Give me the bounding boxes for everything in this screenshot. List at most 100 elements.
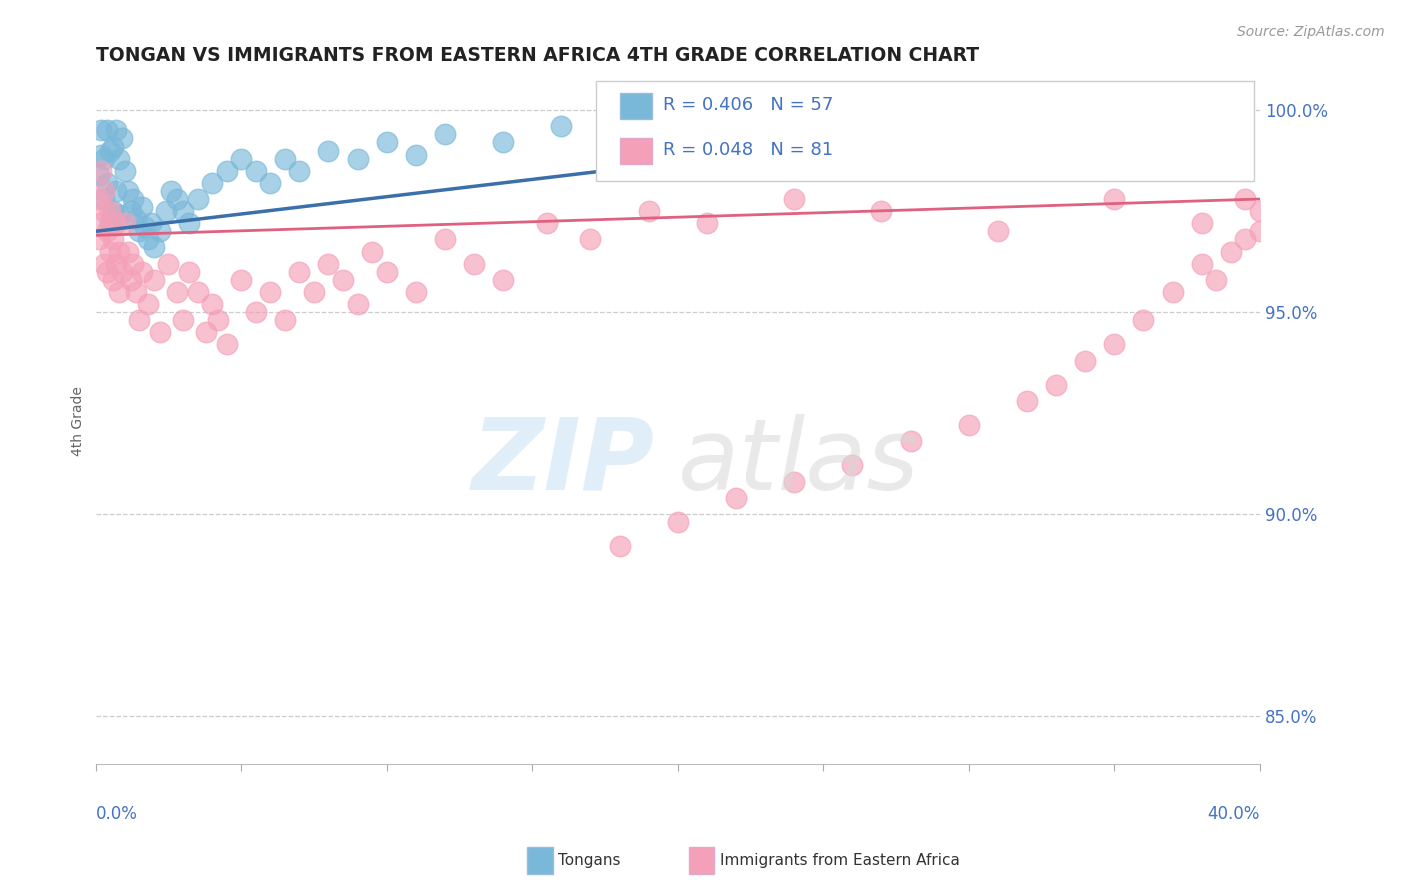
Point	[90, 216, 112, 230]
Point	[375, 265, 398, 279]
Point	[101, 232, 124, 246]
Point	[87, 232, 110, 246]
Point	[259, 176, 281, 190]
Point	[1161, 285, 1184, 299]
Point	[609, 539, 631, 553]
Point	[1015, 393, 1038, 408]
Point	[375, 136, 398, 150]
Point	[108, 285, 131, 299]
Point	[332, 273, 354, 287]
Text: Tongans: Tongans	[558, 854, 620, 868]
Text: 40.0%: 40.0%	[1208, 805, 1260, 823]
Point	[128, 313, 150, 327]
Point	[93, 192, 115, 206]
Point	[98, 144, 121, 158]
Point	[93, 184, 115, 198]
Point	[96, 176, 118, 190]
Point	[231, 152, 253, 166]
Point	[122, 257, 145, 271]
Point	[149, 224, 172, 238]
Point	[405, 147, 427, 161]
Point	[96, 123, 118, 137]
Point	[302, 285, 325, 299]
Point	[120, 273, 142, 287]
Point	[231, 273, 253, 287]
Point	[131, 265, 153, 279]
Point	[105, 184, 128, 198]
FancyBboxPatch shape	[620, 137, 652, 164]
Point	[166, 285, 188, 299]
Point	[149, 325, 172, 339]
Point	[637, 204, 659, 219]
Point	[172, 204, 194, 219]
Point	[841, 458, 863, 473]
Point	[1118, 103, 1140, 118]
FancyBboxPatch shape	[620, 93, 652, 119]
Point	[125, 285, 148, 299]
Point	[579, 232, 602, 246]
Point	[274, 152, 297, 166]
Point	[1249, 224, 1271, 238]
Point	[900, 434, 922, 449]
Point	[108, 244, 131, 259]
Point	[928, 103, 950, 118]
Point	[90, 147, 112, 161]
Point	[117, 184, 139, 198]
Point	[101, 139, 124, 153]
Point	[98, 216, 121, 230]
Point	[288, 265, 311, 279]
Point	[1219, 244, 1241, 259]
Point	[155, 204, 177, 219]
Point	[108, 208, 131, 222]
Point	[346, 297, 368, 311]
Point	[346, 152, 368, 166]
Point	[361, 244, 384, 259]
Text: Source: ZipAtlas.com: Source: ZipAtlas.com	[1237, 25, 1385, 39]
Point	[666, 515, 689, 529]
Point	[1045, 377, 1067, 392]
Point	[207, 313, 229, 327]
Point	[318, 144, 340, 158]
Point	[139, 216, 162, 230]
Point	[105, 123, 128, 137]
Point	[125, 212, 148, 227]
Point	[987, 103, 1010, 118]
Point	[1234, 192, 1257, 206]
Point	[841, 103, 863, 118]
Point	[101, 273, 124, 287]
Point	[105, 257, 128, 271]
Point	[201, 176, 224, 190]
Point	[122, 192, 145, 206]
Point	[288, 163, 311, 178]
Point	[1205, 273, 1227, 287]
Point	[177, 216, 200, 230]
Point	[492, 136, 515, 150]
Point	[318, 257, 340, 271]
Point	[90, 163, 112, 178]
Point	[1191, 257, 1213, 271]
Point	[1132, 313, 1154, 327]
Point	[1104, 337, 1126, 351]
Point	[134, 220, 156, 235]
Point	[93, 257, 115, 271]
Point	[160, 184, 183, 198]
Point	[172, 313, 194, 327]
Point	[98, 244, 121, 259]
Point	[1191, 216, 1213, 230]
Point	[96, 265, 118, 279]
Point	[987, 224, 1010, 238]
Point	[131, 200, 153, 214]
Point	[1088, 103, 1111, 118]
Point	[405, 285, 427, 299]
Point	[166, 192, 188, 206]
Point	[201, 297, 224, 311]
Point	[1249, 204, 1271, 219]
Point	[637, 112, 659, 126]
Point	[724, 491, 747, 505]
Point	[536, 216, 558, 230]
Point	[433, 128, 456, 142]
Point	[186, 192, 208, 206]
Point	[101, 204, 124, 219]
Point	[1074, 353, 1097, 368]
Point	[870, 204, 893, 219]
